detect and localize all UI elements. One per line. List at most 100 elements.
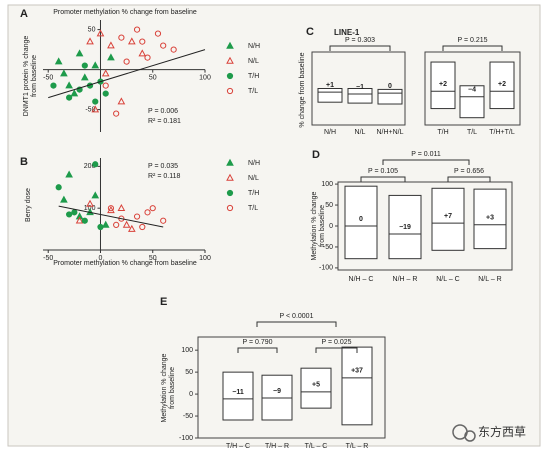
data-point bbox=[102, 90, 109, 97]
chart-title: LINE-1 bbox=[334, 28, 360, 37]
comparison-label: P = 0.790 bbox=[242, 339, 272, 346]
data-point bbox=[154, 30, 162, 37]
median-label: +2 bbox=[498, 81, 506, 88]
data-point bbox=[86, 199, 94, 207]
y-axis-label: Methylation % change bbox=[311, 191, 318, 260]
data-point bbox=[91, 191, 100, 199]
y-axis-label: % change from baseline bbox=[299, 52, 306, 127]
legend-marker bbox=[226, 56, 234, 64]
data-point bbox=[81, 62, 88, 69]
data-point bbox=[101, 69, 110, 77]
data-point bbox=[123, 58, 130, 65]
data-point bbox=[91, 61, 100, 69]
x-tick-label: 0 bbox=[99, 255, 103, 262]
y-tick-label: 100 bbox=[84, 205, 96, 212]
legend-label: N/L bbox=[248, 58, 259, 65]
y-tick-label: 0 bbox=[189, 391, 193, 398]
box bbox=[489, 61, 515, 110]
panel-label: A bbox=[20, 8, 28, 20]
x-tick-label: N/H+N/L bbox=[376, 129, 403, 136]
chart-title: Promoter methylation % change from basel… bbox=[53, 9, 197, 16]
annotation: P = 0.035 bbox=[148, 163, 178, 170]
comparison-label: P = 0.011 bbox=[411, 151, 441, 158]
legend-label: T/L bbox=[248, 88, 258, 95]
y-tick-label: 200 bbox=[84, 163, 96, 170]
data-point bbox=[91, 105, 100, 113]
y-axis-label: from baseline bbox=[169, 367, 176, 409]
legend-label: T/H bbox=[248, 73, 259, 80]
data-point bbox=[107, 41, 115, 49]
comparison-label: P = 0.303 bbox=[345, 37, 375, 44]
median-label: +2 bbox=[439, 81, 447, 88]
box bbox=[459, 85, 485, 119]
x-tick-label: T/H bbox=[437, 129, 448, 136]
y-axis-label: Berry dose bbox=[25, 188, 32, 222]
data-point bbox=[75, 216, 84, 224]
y-axis-label: from baseline bbox=[31, 55, 38, 97]
median-label: 0 bbox=[388, 83, 392, 90]
data-point bbox=[118, 34, 125, 41]
panel-label: C bbox=[306, 26, 314, 38]
y-tick-label: -50 bbox=[323, 244, 333, 251]
data-point bbox=[92, 98, 99, 105]
data-point bbox=[55, 184, 62, 191]
box bbox=[388, 194, 422, 260]
box bbox=[473, 188, 507, 250]
data-point bbox=[113, 110, 120, 117]
plot-frame bbox=[197, 336, 386, 439]
x-tick-label: T/L – C bbox=[305, 443, 328, 450]
y-axis-label: DNMT1 protein % change bbox=[23, 36, 30, 117]
comparison-bracket bbox=[237, 347, 278, 353]
y-tick-label: 100 bbox=[181, 347, 193, 354]
data-point bbox=[66, 211, 73, 218]
legend-marker bbox=[226, 87, 234, 95]
median-label: −19 bbox=[399, 224, 411, 231]
median-label: −9 bbox=[273, 388, 281, 395]
annotation: P = 0.006 bbox=[148, 108, 178, 115]
data-point bbox=[60, 69, 68, 77]
trend-line bbox=[48, 49, 206, 99]
legend-label: N/L bbox=[248, 175, 259, 182]
box bbox=[300, 367, 332, 409]
data-point bbox=[54, 57, 63, 65]
data-point bbox=[138, 49, 147, 57]
median-label: −11 bbox=[232, 389, 244, 396]
x-tick-label: -50 bbox=[43, 74, 53, 81]
legend-marker bbox=[226, 189, 234, 197]
box bbox=[341, 346, 373, 426]
y-tick-label: 50 bbox=[88, 26, 96, 33]
median-label: +37 bbox=[351, 368, 363, 375]
data-point bbox=[92, 161, 99, 168]
legend-label: N/H bbox=[248, 43, 260, 50]
data-point bbox=[170, 46, 177, 53]
x-tick-label: T/L bbox=[467, 129, 477, 136]
legend-label: N/H bbox=[248, 160, 260, 167]
data-point bbox=[65, 170, 73, 178]
x-axis-label: Promoter methylation % change from basel… bbox=[53, 260, 197, 267]
data-point bbox=[97, 223, 104, 231]
x-tick-label: N/L bbox=[355, 129, 366, 136]
y-tick-label: 0 bbox=[329, 223, 333, 230]
data-point bbox=[113, 221, 120, 229]
y-tick-label: -50 bbox=[183, 413, 193, 420]
data-point bbox=[101, 220, 110, 228]
legend-marker bbox=[226, 158, 234, 166]
comparison-label: P = 0.025 bbox=[321, 339, 351, 346]
x-tick-label: N/L – R bbox=[478, 276, 501, 283]
plot-frame bbox=[424, 51, 521, 126]
legend-marker bbox=[226, 204, 234, 212]
median-label: +1 bbox=[326, 82, 334, 89]
data-point bbox=[66, 94, 73, 101]
y-tick-label: 50 bbox=[185, 369, 193, 376]
comparison-bracket bbox=[329, 45, 391, 51]
legend-marker bbox=[226, 41, 234, 49]
data-point bbox=[127, 224, 136, 232]
data-point bbox=[133, 213, 141, 220]
legend-label: T/H bbox=[248, 190, 259, 197]
comparison-bracket bbox=[315, 347, 358, 353]
comparison-label: P = 0.656 bbox=[454, 168, 484, 175]
x-tick-label: 100 bbox=[199, 74, 211, 81]
x-tick-label: N/H – C bbox=[349, 276, 374, 283]
trend-line bbox=[58, 205, 164, 228]
